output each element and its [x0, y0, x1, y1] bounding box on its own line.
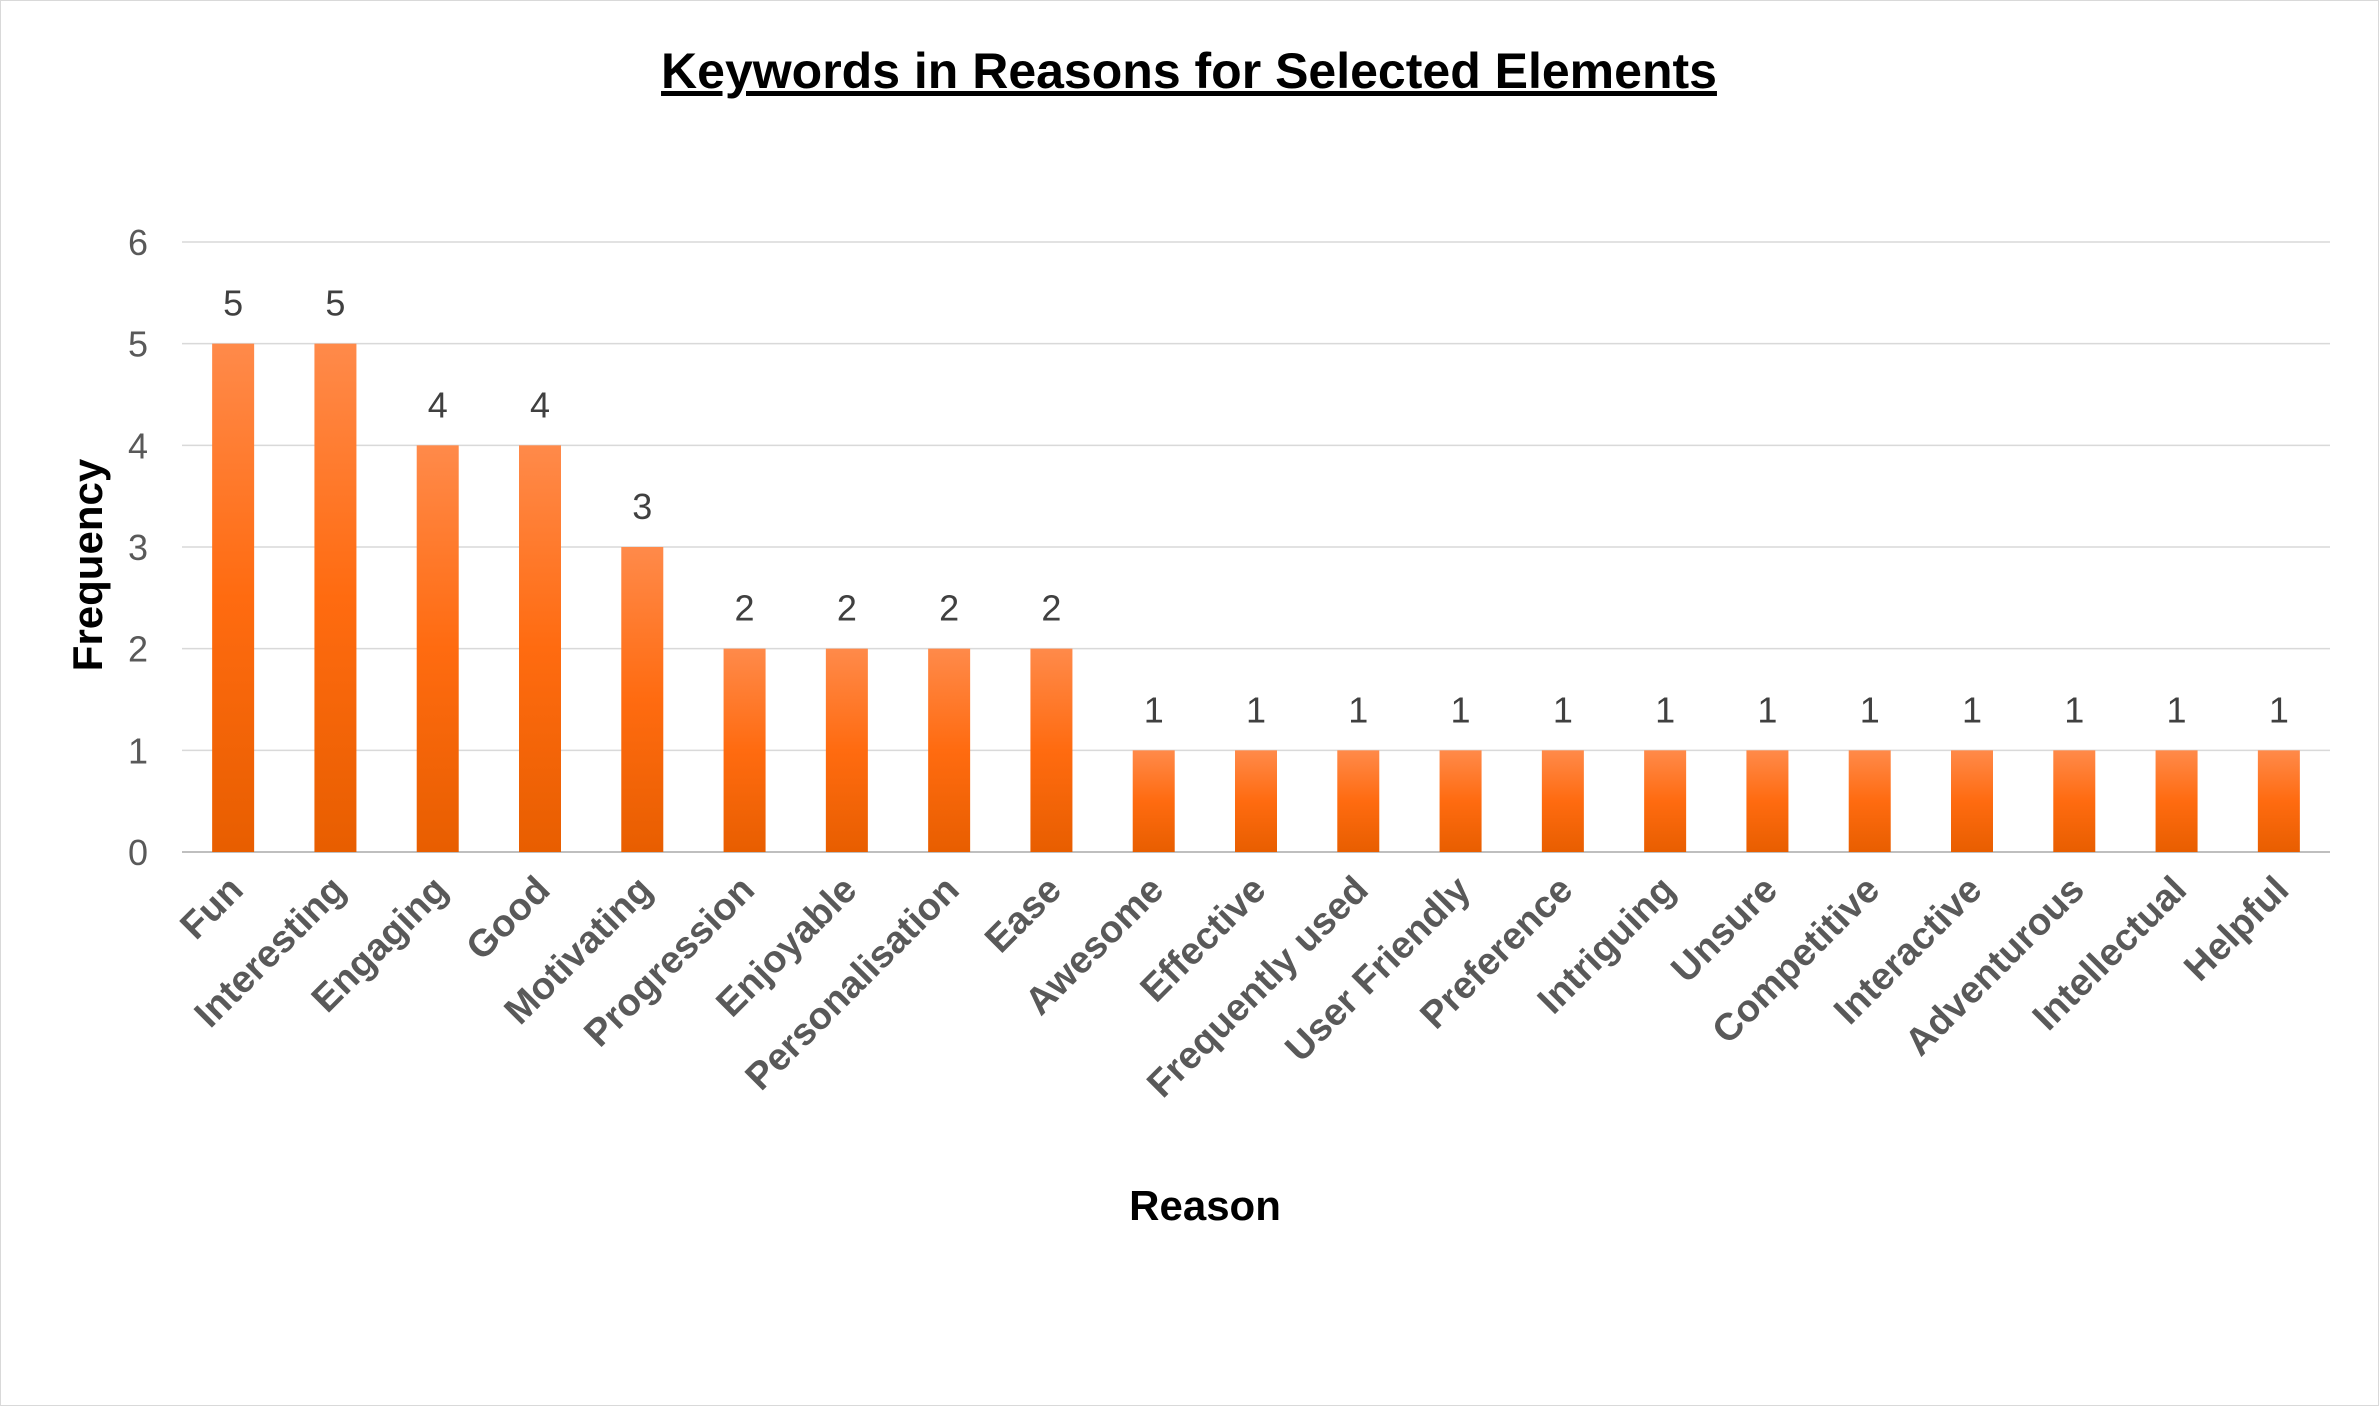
- bar: [1541, 750, 1584, 852]
- data-label: 1: [1144, 689, 1164, 730]
- data-label: 1: [2167, 689, 2187, 730]
- bar: [416, 445, 459, 852]
- bar: [723, 648, 766, 852]
- bar: [1439, 750, 1482, 852]
- y-tick-label: 3: [128, 527, 148, 568]
- data-label: 2: [1041, 588, 1061, 629]
- y-tick-label: 2: [128, 629, 148, 670]
- bar: [1644, 750, 1687, 852]
- bar: [1337, 750, 1380, 852]
- data-label: 2: [939, 588, 959, 629]
- bar: [2257, 750, 2300, 852]
- data-label: 1: [1451, 689, 1471, 730]
- bar: [314, 343, 357, 852]
- bar: [1235, 750, 1277, 852]
- y-tick-label: 0: [128, 832, 148, 873]
- bar: [212, 343, 255, 852]
- y-axis-title: Frequency: [64, 458, 111, 671]
- bar: [621, 547, 664, 852]
- data-label: 1: [1553, 689, 1573, 730]
- bar: [1030, 648, 1073, 852]
- data-label: 1: [1655, 689, 1675, 730]
- x-tick-label: Helpful: [2176, 869, 2297, 990]
- x-tick-label: Ease: [977, 869, 1069, 961]
- x-axis-title: Reason: [1129, 1182, 1281, 1229]
- data-label: 1: [1348, 689, 1368, 730]
- bar: [825, 648, 868, 852]
- data-label: 2: [735, 588, 755, 629]
- bar: [2053, 750, 2096, 852]
- x-tick-label: Adventurous: [1897, 869, 2092, 1064]
- y-tick-label: 5: [128, 324, 148, 365]
- y-axis-ticks: 0 1 2 3 4 5 6: [128, 222, 148, 873]
- y-tick-label: 1: [128, 730, 148, 771]
- data-label: 4: [428, 384, 448, 425]
- chart-title: Keywords in Reasons for Selected Element…: [661, 43, 1717, 99]
- data-label: 1: [2064, 689, 2084, 730]
- data-label: 3: [632, 486, 652, 527]
- bar: [519, 445, 561, 852]
- data-label: 5: [223, 283, 243, 324]
- data-label: 1: [1962, 689, 1982, 730]
- data-label: 1: [1860, 689, 1880, 730]
- bar: [1951, 750, 1993, 852]
- bar: [2155, 750, 2198, 852]
- data-label: 1: [1246, 689, 1266, 730]
- x-tick-label: Fun: [173, 869, 252, 948]
- x-tick-label: Good: [459, 869, 559, 969]
- bar: [1746, 750, 1789, 852]
- data-label: 1: [1757, 689, 1777, 730]
- bar: [1848, 750, 1891, 852]
- y-tick-label: 4: [128, 425, 148, 466]
- y-tick-label: 6: [128, 222, 148, 263]
- bar: [1132, 750, 1175, 852]
- bar: [928, 648, 971, 852]
- bars: [212, 343, 2300, 852]
- x-tick-label: User Friendly: [1277, 869, 1478, 1070]
- data-label: 2: [837, 588, 857, 629]
- data-label: 5: [325, 283, 345, 324]
- data-label: 1: [2269, 689, 2289, 730]
- data-label: 4: [530, 384, 550, 425]
- data-labels: 5 5 4 4 3 2 2 2 2 1 1 1 1 1 1 1 1 1 1 1 1: [223, 283, 2289, 731]
